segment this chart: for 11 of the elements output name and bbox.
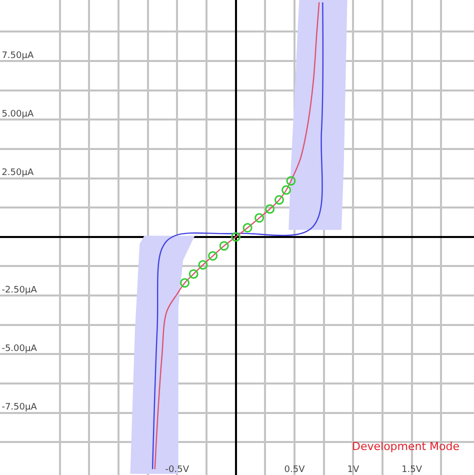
y-tick-label: -2.50µA	[2, 285, 38, 296]
annotation: Development Mode	[352, 440, 460, 453]
x-tick-label: -0.5V	[165, 465, 190, 475]
y-tick-label: 7.50µA	[2, 50, 34, 61]
x-tick-label: 1.5V	[402, 465, 423, 475]
y-tick-label: -7.50µA	[2, 402, 38, 413]
x-tick-label: 0.5V	[284, 465, 306, 475]
y-tick-label: -5.00µA	[2, 344, 38, 354]
y-tick-label: 2.50µA	[2, 168, 34, 178]
y-tick-label: 5.00µA	[2, 109, 34, 120]
x-tick-label: 1V	[347, 465, 360, 475]
